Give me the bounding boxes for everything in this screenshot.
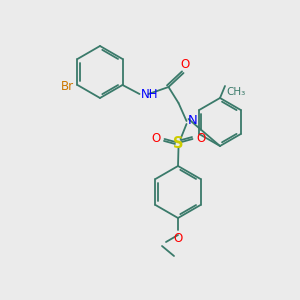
- Text: O: O: [151, 133, 160, 146]
- Text: N: N: [188, 115, 197, 128]
- Text: CH₃: CH₃: [226, 87, 245, 97]
- Text: Br: Br: [61, 80, 74, 92]
- Text: O: O: [173, 232, 183, 245]
- Text: O: O: [180, 58, 189, 71]
- Text: S: S: [173, 136, 184, 151]
- Text: NH: NH: [140, 88, 158, 101]
- Text: O: O: [196, 133, 206, 146]
